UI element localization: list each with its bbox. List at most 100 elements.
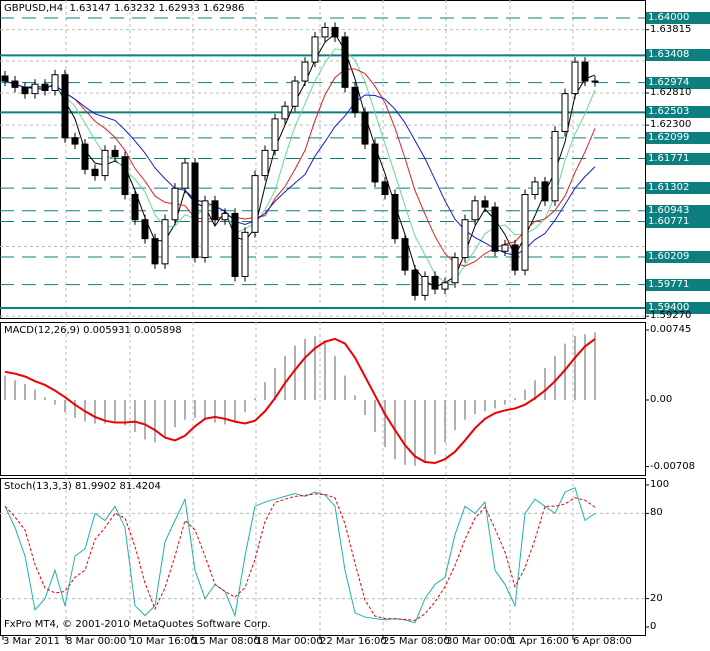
candle-body (101, 149, 109, 177)
candle-body (571, 61, 579, 95)
level-price-tag: 1.62099 (646, 131, 710, 144)
macd-tick-label: 0.00745 (650, 323, 692, 335)
stoch-tick-label: 80 (650, 507, 663, 519)
level-price-tag: 1.62503 (646, 106, 710, 119)
copyright-footer: FxPro MT4, © 2001-2010 MetaQuotes Softwa… (4, 619, 271, 630)
candle-body (141, 219, 149, 240)
level-price-tag: 1.60771 (646, 215, 710, 228)
candle-body (311, 36, 319, 63)
stoch-tick-label: 20 (650, 592, 663, 604)
candle-body (321, 26, 329, 38)
x-tick-label: 18 Mar 00:00 (256, 636, 323, 647)
candle-body (361, 112, 369, 145)
x-tick-label: 8 Mar 00:00 (66, 636, 127, 647)
candle-body (21, 86, 29, 95)
level-price-tag: 1.64000 (646, 12, 710, 24)
candle-body (411, 269, 419, 296)
level-price-tag: 1.63408 (646, 49, 710, 62)
x-tick-label: 15 Mar 08:00 (193, 636, 260, 647)
y-tick-label: 1.62300 (650, 119, 692, 131)
candle-body (281, 105, 289, 120)
candle-body (81, 143, 89, 170)
level-price-tag: 1.60943 (646, 204, 710, 217)
candle-body (461, 219, 469, 259)
candle-body (131, 194, 139, 221)
chart-header: GBPUSD,H4 1.63147 1.63232 1.62933 1.6298… (4, 3, 244, 14)
candle-body (251, 175, 259, 233)
level-price-tag: 1.62974 (646, 76, 710, 89)
candle-body (521, 194, 529, 271)
x-tick-label: 3 Mar 2011 (3, 636, 61, 647)
level-price-tag: 1.59771 (646, 278, 710, 291)
candle-body (441, 282, 449, 290)
candle-body (161, 219, 169, 265)
candle-body (491, 206, 499, 252)
x-tick-label: 10 Mar 16:00 (130, 636, 197, 647)
macd-signal-line (4, 337, 596, 464)
candle-body (511, 244, 519, 271)
candle-body (201, 200, 209, 259)
candle-body (501, 244, 509, 252)
macd-tick-label: -0.00708 (650, 460, 695, 472)
x-tick-label: 25 Mar 08:00 (383, 636, 450, 647)
candle-body (351, 86, 359, 114)
candle-body (241, 231, 249, 277)
candle-body (221, 212, 229, 221)
stoch-main-line (4, 487, 596, 624)
candle-body (61, 74, 69, 139)
candle-body (391, 194, 399, 240)
candle-body (51, 74, 59, 91)
candle-body (591, 80, 599, 83)
candle-body (431, 275, 439, 290)
candle-body (561, 93, 569, 132)
panel-border-1 (0, 322, 646, 476)
stoch-label: Stoch(13,3,3) 81.9902 81.4204 (4, 481, 161, 492)
candle-body (301, 61, 309, 82)
candle-body (181, 162, 189, 189)
level-price-tag: 1.61771 (646, 152, 710, 165)
level-price-tag: 1.59400 (646, 301, 710, 314)
candle-body (581, 61, 589, 82)
candle-body (171, 187, 179, 221)
candle-body (31, 83, 39, 95)
level-price-tag: 1.60209 (646, 250, 710, 263)
candle-body (291, 80, 299, 107)
candle-body (381, 181, 389, 196)
candle-body (551, 130, 559, 202)
candle-body (481, 200, 489, 208)
candle-body (541, 181, 549, 202)
candle-body (71, 137, 79, 145)
candle-body (191, 162, 199, 259)
candle-body (531, 181, 539, 196)
y-tick-label: 1.59270 (650, 310, 692, 322)
candle-body (231, 212, 239, 277)
candle-body (1, 75, 9, 82)
symbol-label: GBPUSD,H4 (4, 3, 64, 14)
y-tick-label: 1.63815 (650, 23, 692, 35)
candle-body (11, 80, 19, 88)
candle-body (261, 149, 269, 177)
x-tick-label: 6 Apr 08:00 (573, 636, 632, 647)
stoch-signal-line (4, 493, 596, 621)
stoch-tick-label: 0 (650, 621, 657, 632)
candle-body (211, 200, 219, 221)
candle-body (341, 36, 349, 88)
candle-body (471, 200, 479, 221)
candle-body (121, 156, 129, 196)
candle-body (151, 238, 159, 265)
panel-border-0 (0, 0, 646, 319)
moving-average-line (4, 80, 596, 256)
macd-label: MACD(12,26,9) 0.005931 0.005898 (4, 325, 182, 336)
ohlc-label: 1.63147 1.63232 1.62933 1.62986 (69, 3, 245, 14)
panel-border-2 (0, 478, 646, 636)
candle-body (401, 238, 409, 271)
x-tick-label: 22 Mar 16:00 (320, 636, 387, 647)
candle-body (331, 26, 339, 38)
level-price-tag: 1.61302 (646, 182, 710, 195)
candle-body (111, 149, 119, 158)
x-tick-label: 30 Mar 00:00 (446, 636, 513, 647)
macd-tick-label: 0.00 (650, 394, 673, 405)
candle-body (271, 118, 279, 151)
candle-body (91, 168, 99, 177)
